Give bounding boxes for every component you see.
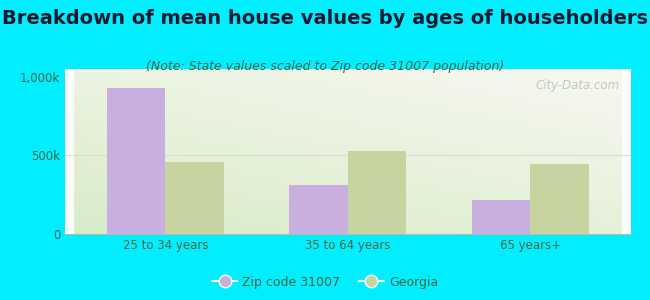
Bar (530, 164, 588, 234)
Text: City-Data.com: City-Data.com (535, 79, 619, 92)
Bar (165, 162, 224, 234)
Bar (472, 200, 530, 234)
Text: Breakdown of mean house values by ages of householders: Breakdown of mean house values by ages o… (2, 9, 648, 28)
Text: (Note: State values scaled to Zip code 31007 population): (Note: State values scaled to Zip code 3… (146, 60, 504, 73)
Bar (348, 151, 406, 234)
Bar (107, 88, 165, 234)
Bar (289, 185, 348, 234)
Legend: Zip code 31007, Georgia: Zip code 31007, Georgia (207, 271, 443, 294)
